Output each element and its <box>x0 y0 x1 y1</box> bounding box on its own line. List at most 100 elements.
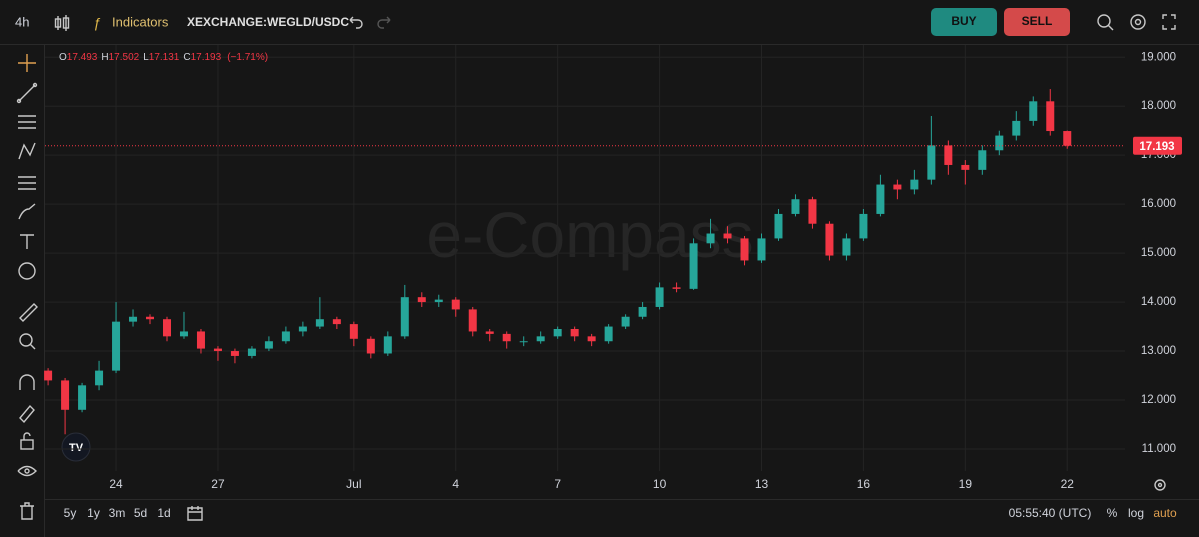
indicators-button[interactable]: Indicators <box>112 14 169 29</box>
candle-body <box>78 385 87 410</box>
date-range-icon[interactable] <box>187 506 203 521</box>
candle-body <box>927 145 936 180</box>
candle-body <box>774 213 783 239</box>
candle-body <box>672 287 681 289</box>
candle-body <box>44 370 53 381</box>
candle-body <box>112 321 121 371</box>
buy-label: BUY <box>951 14 976 28</box>
candle-body <box>1012 120 1021 136</box>
candle-body <box>740 238 749 261</box>
candle-body <box>349 324 358 339</box>
redo-icon[interactable] <box>377 16 391 29</box>
candle-body <box>434 299 443 303</box>
candle-body <box>655 287 664 307</box>
range-button[interactable]: 1y <box>87 506 100 520</box>
x-tick-label: 7 <box>554 477 561 491</box>
symbol-label[interactable]: XEXCHANGE:WEGLD/USDC <box>187 15 349 29</box>
ohlc-key: L <box>143 52 149 63</box>
candle-body <box>706 233 715 244</box>
candle-body <box>366 338 375 354</box>
candle-body <box>859 213 868 239</box>
percent-toggle[interactable]: % <box>1107 506 1118 520</box>
candle-body <box>213 348 222 352</box>
ohlc-value: 17.493 <box>67 52 98 63</box>
ohlc-key: C <box>183 52 190 63</box>
candle-body <box>468 309 477 332</box>
range-button[interactable]: 5d <box>134 506 147 520</box>
fullscreen-icon[interactable] <box>1162 14 1176 30</box>
range-button[interactable]: 1d <box>157 506 170 520</box>
tv-logo[interactable] <box>61 432 91 462</box>
x-tick-label: 10 <box>653 477 667 491</box>
ohlc-key: H <box>101 52 108 63</box>
candle-body <box>264 341 273 349</box>
x-tick-label: 27 <box>211 477 225 491</box>
candle-body <box>553 329 562 337</box>
ohlc-change: (−1.71%) <box>227 52 268 63</box>
axis-settings-icon[interactable] <box>1154 479 1166 491</box>
ohlc-value: 17.502 <box>109 52 140 63</box>
watermark: e-Compass <box>426 199 753 271</box>
sell-button[interactable] <box>1004 8 1070 36</box>
settings-icon[interactable] <box>1130 14 1146 30</box>
candle-body <box>570 329 579 337</box>
buy-button[interactable] <box>931 8 997 36</box>
candle-body <box>978 150 987 170</box>
candle-body <box>95 370 104 386</box>
last-price-tag <box>1133 136 1182 155</box>
range-button[interactable]: 3m <box>109 506 126 520</box>
drawing-tools[interactable] <box>16 54 38 520</box>
candle-body <box>842 238 851 256</box>
auto-toggle[interactable]: auto <box>1153 506 1177 520</box>
candle-body <box>196 331 205 349</box>
candle-type-icon[interactable] <box>54 15 70 31</box>
candle-body <box>621 316 630 327</box>
candle-body <box>129 316 138 322</box>
candle-body <box>332 319 341 325</box>
y-tick-label: 13.000 <box>1141 345 1176 357</box>
last-price-label: 17.193 <box>1139 141 1174 153</box>
candle-body <box>757 238 766 261</box>
clock: 05:55:40 (UTC) <box>1009 506 1092 520</box>
ohlc-legend: O17.493 H17.502 L17.131 C17.193 (−1.71%) <box>59 52 268 63</box>
ohlc-value: 17.193 <box>191 52 222 63</box>
candle-body <box>400 297 409 337</box>
candle-body <box>281 331 290 342</box>
ohlc-key: O <box>59 52 67 63</box>
candle-body <box>1029 101 1038 121</box>
log-toggle[interactable]: log <box>1128 506 1144 520</box>
candle-body <box>315 319 324 327</box>
candle-body <box>876 184 885 214</box>
indicators-icon[interactable]: ƒ <box>93 15 101 31</box>
candle-body <box>162 319 171 337</box>
range-button[interactable]: 5y <box>64 506 77 520</box>
candle-body <box>230 351 239 356</box>
candle-body <box>179 331 188 337</box>
candle-body <box>961 164 970 170</box>
y-tick-label: 16.000 <box>1141 198 1176 210</box>
y-tick-label: 18.000 <box>1141 100 1176 112</box>
x-tick-label: 4 <box>452 477 459 491</box>
x-tick-label: 19 <box>959 477 973 491</box>
x-tick-label: 22 <box>1061 477 1075 491</box>
plot: 11.00012.00013.00014.00015.00016.00017.0… <box>44 45 1182 491</box>
candle-body <box>638 306 647 317</box>
candle-body <box>689 243 698 289</box>
tv-logo-mark: TV <box>69 442 84 454</box>
candle-body <box>451 299 460 310</box>
candle-body <box>587 336 596 342</box>
x-tick-label: 16 <box>857 477 871 491</box>
alert-icon[interactable] <box>1097 14 1114 31</box>
candle-body <box>808 199 817 224</box>
x-tick-label: Jul <box>346 477 361 491</box>
candle-body <box>247 348 256 356</box>
undo-icon[interactable] <box>349 16 363 29</box>
candle-body <box>893 184 902 190</box>
ohlc-text: O17.493 H17.502 L17.131 C17.193 (−1.71%) <box>59 52 268 63</box>
ohlc-value: 17.131 <box>149 52 180 63</box>
candle-body <box>519 341 528 343</box>
candle-body <box>383 336 392 354</box>
interval-button[interactable]: 4h <box>15 14 29 29</box>
candle-body <box>417 297 426 303</box>
